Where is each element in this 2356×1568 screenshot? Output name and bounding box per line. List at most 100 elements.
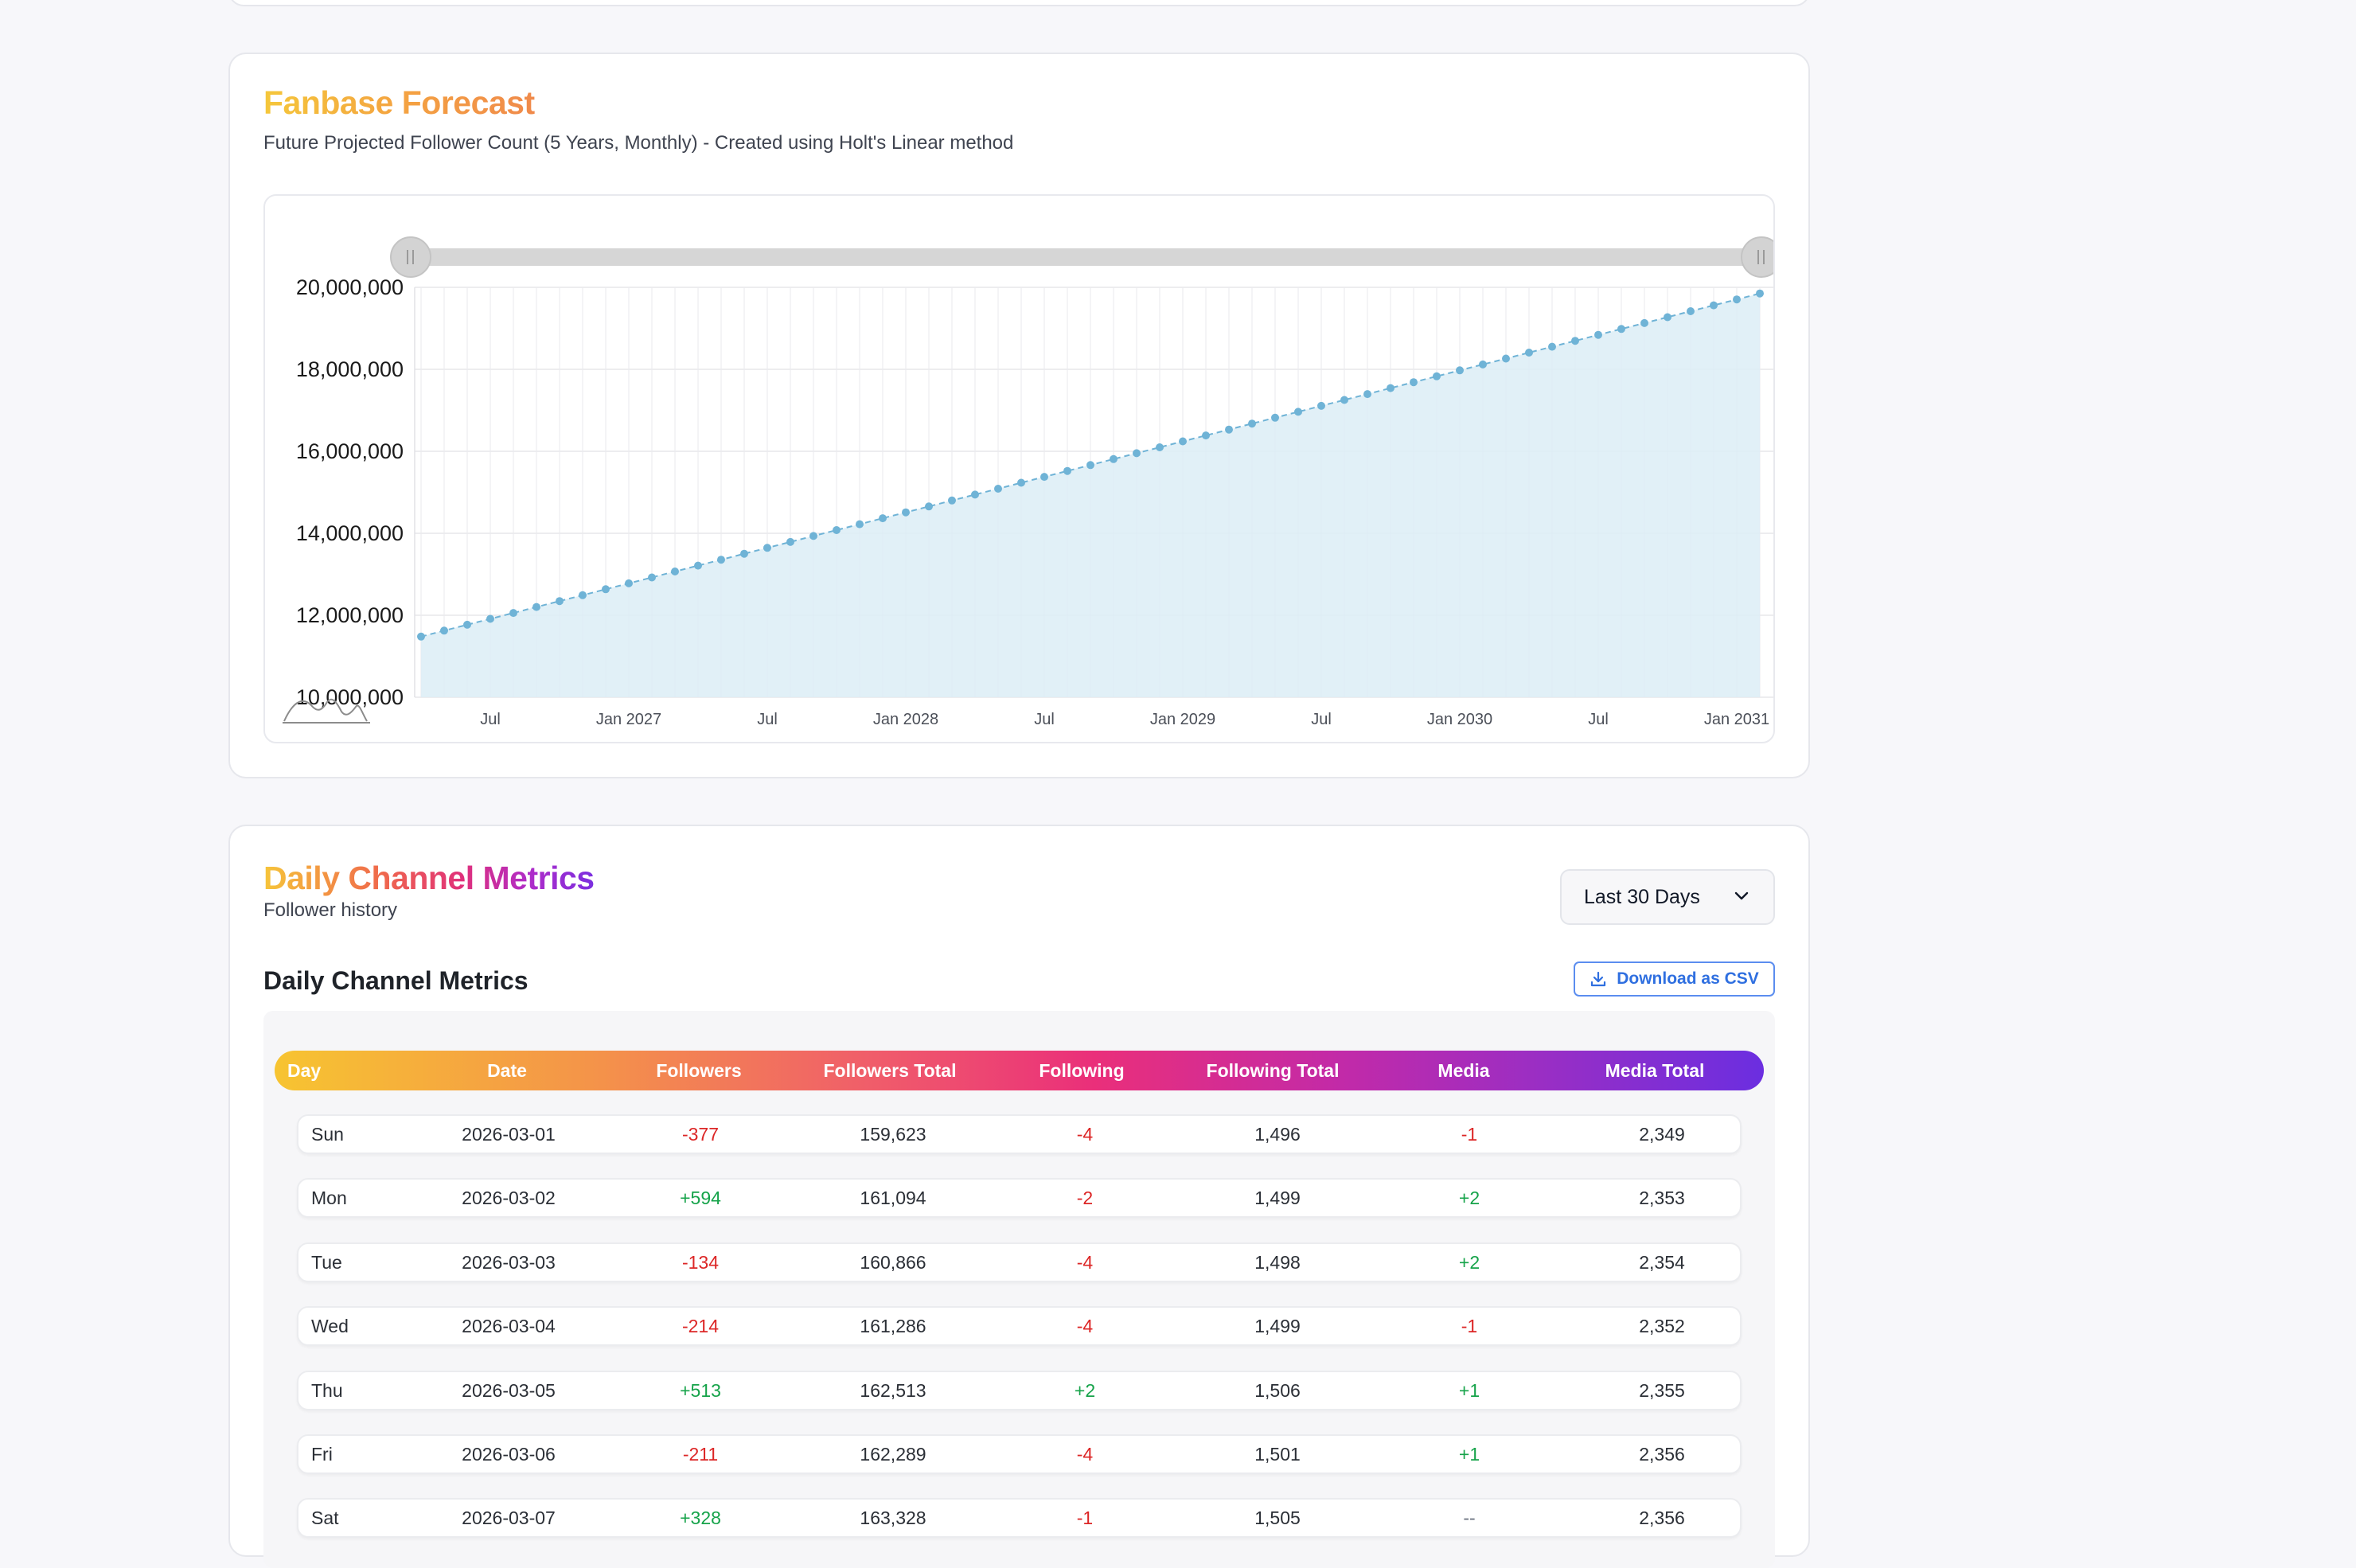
forecast-point[interactable] [648, 573, 656, 582]
forecast-point[interactable] [1133, 449, 1141, 458]
date-range-select[interactable]: Last 30 Days [1560, 869, 1775, 925]
forecast-point[interactable] [1456, 366, 1464, 375]
forecast-point[interactable] [1063, 466, 1071, 475]
forecast-point[interactable] [879, 514, 887, 523]
forecast-point[interactable] [1248, 419, 1256, 428]
forecast-point[interactable] [1387, 384, 1394, 392]
cell-following: +2 [1074, 1379, 1096, 1401]
x-tick-label: Jan 2027 [596, 711, 661, 728]
forecast-area [421, 293, 1760, 697]
column-header-followers-total[interactable]: Followers Total [823, 1060, 957, 1081]
column-header-following[interactable]: Following [1039, 1060, 1125, 1081]
forecast-point[interactable] [1617, 325, 1625, 333]
forecast-point[interactable] [1363, 390, 1371, 399]
table-row[interactable]: Tue 2026-03-03 -134 160,866 -4 1,498 +2 2,354 [297, 1242, 1742, 1282]
forecast-point[interactable] [1317, 401, 1325, 410]
column-header-date[interactable]: Date [487, 1060, 527, 1081]
forecast-point[interactable] [486, 614, 494, 623]
cell-date: 2026-03-03 [462, 1251, 556, 1273]
forecast-point[interactable] [1271, 413, 1279, 422]
forecast-point[interactable] [1640, 318, 1648, 327]
range-slider-right-handle[interactable] [1741, 236, 1773, 278]
column-header-day[interactable]: Day [287, 1060, 322, 1081]
cell-following: -1 [1076, 1508, 1094, 1529]
forecast-point[interactable] [671, 568, 679, 575]
table-row[interactable]: Sat 2026-03-07 +328 163,328 -1 1,505 -- 2,356 [297, 1498, 1742, 1539]
forecast-point[interactable] [1664, 313, 1671, 322]
forecast-point[interactable] [856, 520, 864, 529]
forecast-point[interactable] [1571, 337, 1579, 345]
forecast-point[interactable] [809, 532, 817, 540]
x-tick-label: Jul [757, 711, 778, 728]
column-header-followers[interactable]: Followers [656, 1060, 742, 1081]
forecast-point[interactable] [925, 502, 933, 511]
forecast-point[interactable] [1410, 378, 1418, 387]
download-csv-label: Download as CSV [1617, 969, 1759, 988]
forecast-point[interactable] [1433, 372, 1441, 380]
forecast-point[interactable] [1179, 437, 1187, 446]
forecast-point[interactable] [1525, 349, 1533, 357]
table-row[interactable]: Fri 2026-03-06 -211 162,289 -4 1,501 +1 2,356 [297, 1434, 1742, 1474]
forecast-point[interactable] [440, 626, 448, 635]
forecast-point[interactable] [556, 597, 564, 606]
navigator-sparkline-icon[interactable] [283, 698, 370, 724]
cell-following: -4 [1076, 1124, 1094, 1145]
forecast-point[interactable] [625, 579, 633, 587]
forecast-point[interactable] [1756, 289, 1764, 298]
download-csv-button[interactable]: Download as CSV [1574, 961, 1775, 997]
forecast-point[interactable] [694, 561, 702, 570]
cell-followers: -377 [681, 1124, 720, 1145]
column-header-media[interactable]: Media [1437, 1060, 1490, 1081]
forecast-point[interactable] [902, 508, 910, 517]
forecast-point[interactable] [1733, 295, 1741, 304]
cell-day: Fri [311, 1444, 333, 1465]
forecast-point[interactable] [1710, 301, 1718, 310]
forecast-point[interactable] [1202, 431, 1210, 440]
forecast-point[interactable] [1294, 408, 1302, 416]
forecast-point[interactable] [763, 544, 771, 552]
table-row[interactable]: Sun 2026-03-01 -377 159,623 -4 1,496 -1 2,349 [297, 1114, 1742, 1154]
forecast-point[interactable] [509, 609, 517, 618]
y-tick-label: 12,000,000 [296, 603, 404, 627]
table-row[interactable]: Wed 2026-03-04 -214 161,286 -4 1,499 -1 2,352 [297, 1306, 1742, 1347]
forecast-point[interactable] [602, 585, 610, 594]
range-slider-track[interactable] [415, 248, 1773, 266]
forecast-point[interactable] [463, 620, 471, 629]
y-tick-label: 14,000,000 [296, 521, 404, 545]
forecast-point[interactable] [971, 490, 979, 499]
forecast-point[interactable] [948, 496, 956, 505]
forecast-point[interactable] [994, 485, 1002, 493]
forecast-point[interactable] [1086, 461, 1094, 470]
forecast-point[interactable] [1548, 342, 1556, 351]
y-tick-label: 20,000,000 [296, 275, 404, 299]
forecast-point[interactable] [1040, 473, 1048, 482]
forecast-point[interactable] [786, 537, 794, 546]
cell-followers-total: 160,866 [860, 1251, 926, 1273]
forecast-point[interactable] [1017, 478, 1025, 487]
forecast-point[interactable] [1156, 443, 1164, 451]
forecast-point[interactable] [833, 526, 841, 534]
forecast-point[interactable] [579, 591, 587, 599]
forecast-point[interactable] [417, 632, 425, 641]
forecast-point[interactable] [532, 603, 540, 611]
download-icon [1591, 971, 1606, 987]
forecast-point[interactable] [1594, 330, 1602, 339]
column-header-media-total[interactable]: Media Total [1605, 1060, 1705, 1081]
forecast-point[interactable] [1687, 307, 1695, 315]
forecast-point[interactable] [740, 549, 748, 558]
table-row[interactable]: Thu 2026-03-05 +513 162,513 +2 1,506 +1 2,355 [297, 1370, 1742, 1410]
table-row[interactable]: Mon 2026-03-02 +594 161,094 -2 1,499 +2 2,353 [297, 1178, 1742, 1219]
previous-card [228, 0, 1810, 6]
forecast-point[interactable] [1225, 425, 1233, 434]
x-tick-label: Jan 2031 [1704, 711, 1769, 728]
cell-date: 2026-03-04 [462, 1316, 556, 1337]
forecast-point[interactable] [1502, 354, 1510, 363]
forecast-point[interactable] [1110, 454, 1118, 463]
range-slider-left-handle[interactable] [390, 236, 431, 278]
forecast-point[interactable] [1340, 396, 1348, 404]
forecast-subtitle: Future Projected Follower Count (5 Years… [263, 132, 1014, 154]
forecast-point[interactable] [1479, 360, 1487, 369]
column-header-following-total[interactable]: Following Total [1206, 1060, 1340, 1081]
forecast-point[interactable] [717, 556, 725, 564]
cell-day: Wed [311, 1316, 349, 1337]
